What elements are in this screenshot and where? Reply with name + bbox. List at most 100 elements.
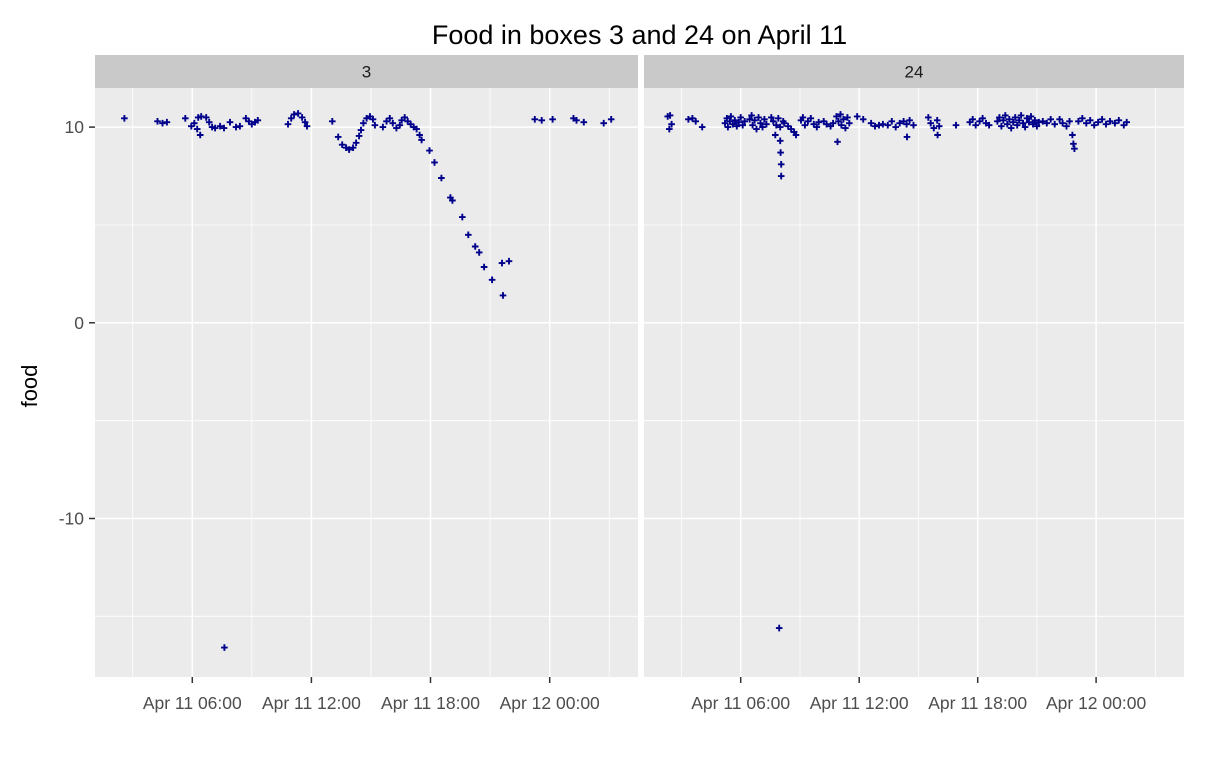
data-point (449, 197, 456, 204)
data-point (211, 124, 219, 132)
data-point (393, 124, 400, 132)
data-point (418, 136, 425, 144)
facet-strip (644, 55, 1184, 88)
data-point (1071, 145, 1078, 152)
x-tick-label: Apr 11 12:00 (810, 693, 909, 713)
data-point (698, 123, 706, 131)
data-point (505, 257, 513, 265)
data-point (777, 149, 784, 156)
data-point (737, 114, 744, 121)
data-point (1079, 115, 1086, 122)
data-point (205, 118, 213, 126)
data-point (431, 159, 438, 166)
data-point (733, 122, 741, 130)
data-point (465, 231, 472, 239)
data-point (416, 131, 423, 139)
data-point (1086, 117, 1094, 124)
data-point (969, 116, 976, 123)
data-point (748, 112, 755, 119)
data-point (1102, 120, 1110, 128)
data-point (1033, 122, 1041, 130)
data-point (600, 119, 607, 127)
data-point (1111, 119, 1119, 127)
data-point (1051, 120, 1058, 128)
data-point (216, 122, 224, 130)
data-point (780, 119, 788, 127)
data-point (829, 119, 837, 127)
data-point (933, 117, 941, 124)
data-point (303, 122, 311, 130)
data-point (772, 131, 779, 139)
data-point (1069, 131, 1076, 139)
data-point (1029, 120, 1037, 128)
data-point (927, 119, 934, 127)
data-point (580, 118, 588, 126)
data-point (807, 115, 815, 122)
data-point (741, 118, 748, 125)
data-point (888, 118, 896, 125)
x-tick-label: Apr 11 06:00 (143, 693, 242, 713)
data-point (254, 117, 262, 124)
data-point (666, 125, 673, 133)
data-point (426, 147, 433, 154)
data-point (1023, 115, 1031, 122)
data-point (844, 114, 851, 121)
data-point (775, 115, 782, 122)
data-point (972, 121, 979, 129)
data-point (979, 115, 986, 122)
data-point (1002, 112, 1009, 119)
data-point (930, 124, 938, 132)
data-point (471, 243, 479, 250)
data-point (896, 119, 903, 127)
data-point (538, 117, 545, 124)
data-point (334, 133, 342, 141)
data-point (413, 125, 420, 133)
data-point (906, 117, 913, 124)
data-point (338, 141, 346, 148)
data-point (301, 118, 309, 126)
data-point (488, 276, 496, 284)
data-point (834, 138, 841, 146)
data-point (721, 119, 729, 127)
data-point (867, 119, 875, 127)
data-point (349, 144, 357, 151)
data-point (879, 120, 887, 128)
data-point (884, 121, 892, 129)
data-point (749, 121, 756, 129)
data-point (121, 115, 128, 122)
data-point (1059, 119, 1066, 127)
data-point (1047, 116, 1054, 123)
data-point (182, 115, 189, 122)
data-point (994, 118, 1001, 125)
data-point (290, 111, 298, 118)
data-point (751, 117, 758, 124)
data-point (1017, 112, 1025, 119)
data-point (846, 119, 853, 127)
data-point (401, 114, 408, 121)
facet-strip (95, 55, 638, 88)
data-point (838, 121, 845, 129)
data-point (1027, 113, 1035, 120)
x-tick-label: Apr 12 00:00 (500, 693, 600, 713)
data-point (1123, 118, 1130, 126)
data-point (607, 116, 615, 123)
data-point (985, 121, 993, 129)
data-point (329, 118, 336, 125)
data-point (1094, 118, 1102, 126)
data-point (298, 114, 306, 121)
data-point (763, 120, 770, 128)
x-tick-label: Apr 11 06:00 (691, 693, 790, 713)
data-point (1075, 118, 1082, 125)
x-tick-label: Apr 11 18:00 (928, 693, 1027, 713)
data-point (666, 112, 674, 119)
data-point (801, 121, 809, 129)
data-point (776, 137, 784, 145)
data-point (287, 115, 295, 122)
data-point (792, 131, 800, 139)
data-point (220, 124, 228, 132)
data-point (196, 131, 204, 139)
data-point (777, 172, 785, 180)
data-point (499, 292, 507, 299)
data-point (770, 118, 777, 125)
